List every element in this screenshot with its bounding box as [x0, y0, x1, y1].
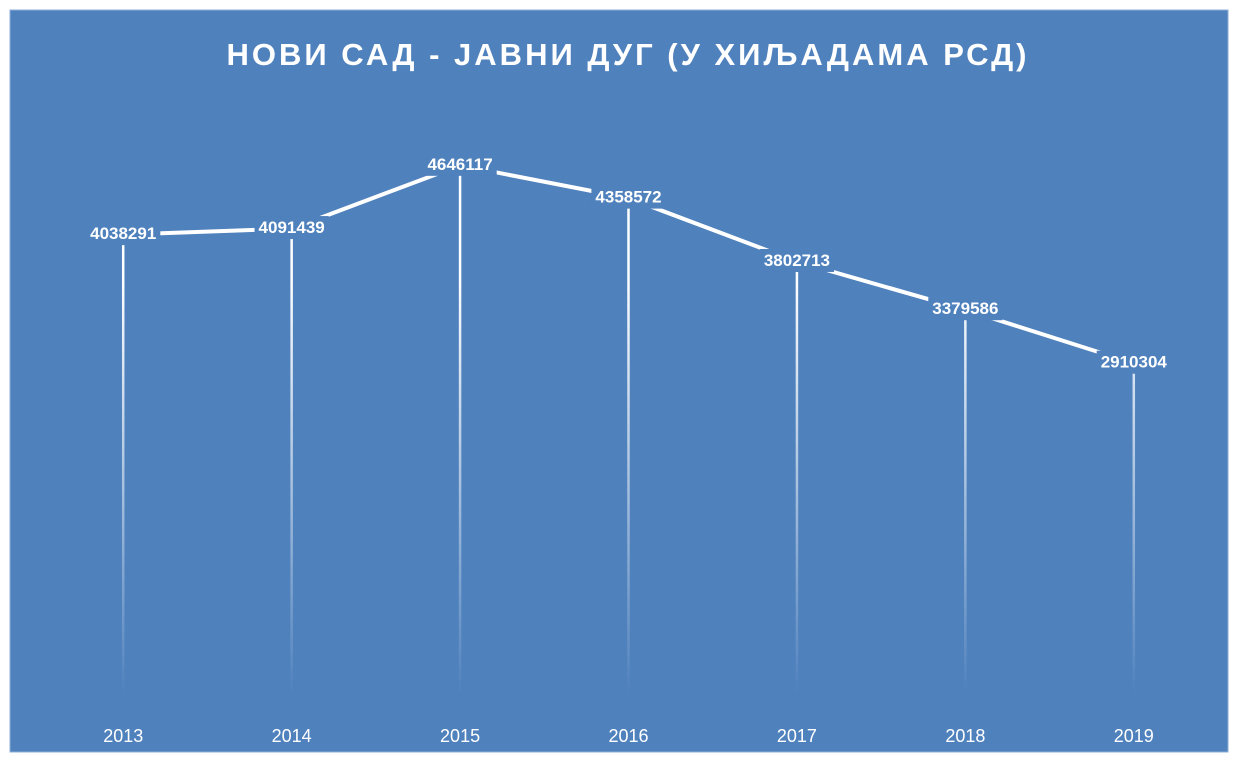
data-label: 4646117 — [427, 155, 492, 174]
x-tick-label: 2017 — [777, 726, 817, 746]
data-label-background — [591, 185, 666, 209]
data-label: 4358572 — [595, 188, 661, 207]
chart-background — [9, 9, 1229, 753]
data-label: 4091439 — [259, 218, 325, 237]
data-label: 2910304 — [1101, 353, 1168, 372]
data-label-background — [423, 152, 497, 176]
data-label-background — [254, 216, 329, 240]
data-label: 4038291 — [90, 224, 156, 243]
x-tick-label: 2015 — [440, 726, 480, 746]
x-tick-label: 2013 — [103, 726, 143, 746]
data-label-background — [759, 248, 835, 272]
data-label: 3802713 — [764, 251, 830, 270]
x-tick-label: 2019 — [1114, 726, 1154, 746]
x-tick-label: 2016 — [608, 726, 648, 746]
chart-title: НОВИ САД - ЈАВНИ ДУГ (У ХИЉАДАМА РСД) — [226, 37, 1029, 72]
data-label: 3379586 — [932, 299, 998, 318]
data-label-background — [928, 297, 1003, 321]
x-tick-label: 2014 — [272, 726, 312, 746]
data-label-background — [86, 222, 161, 246]
data-label-background — [1096, 350, 1172, 374]
x-tick-label: 2018 — [945, 726, 985, 746]
